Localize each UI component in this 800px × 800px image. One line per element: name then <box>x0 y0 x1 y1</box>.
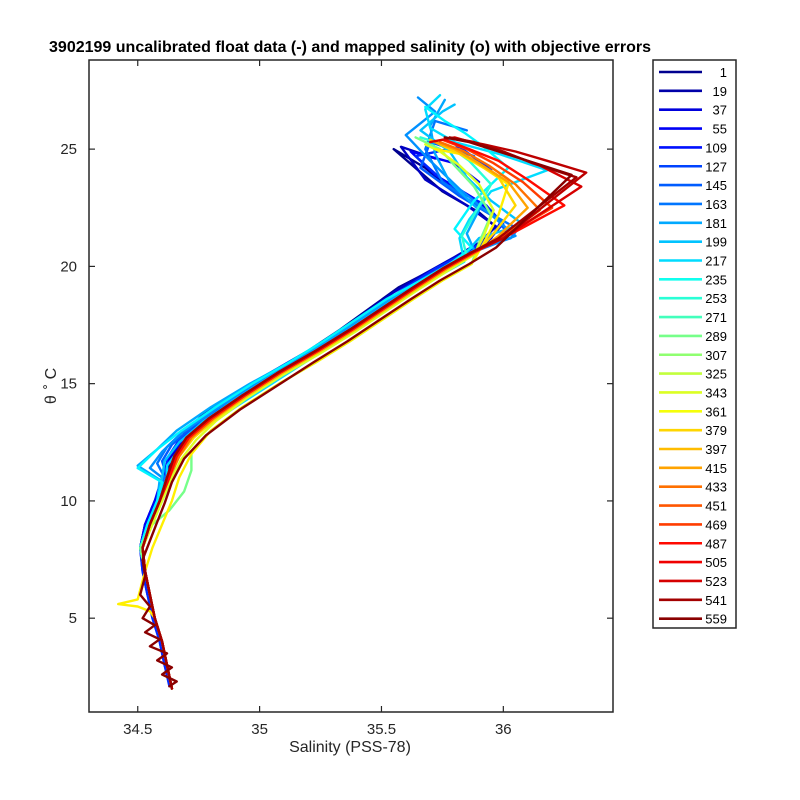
x-tick-label: 36 <box>495 721 512 738</box>
legend-label: 397 <box>705 442 727 457</box>
legend-label: 19 <box>713 84 727 99</box>
legend-label: 343 <box>705 385 727 400</box>
legend-label: 361 <box>705 404 727 419</box>
ticks-group: 34.5 35 35.5 36 5 10 15 20 25 <box>60 60 613 738</box>
series-line-559 <box>138 136 573 688</box>
legend-box <box>652 59 737 629</box>
series-line-541 <box>141 136 578 690</box>
series-group <box>116 93 588 690</box>
legend-label: 379 <box>705 423 727 438</box>
y-tick-label: 5 <box>69 610 77 627</box>
legend-label: 541 <box>705 593 727 608</box>
legend-label: 523 <box>705 574 727 589</box>
y-tick-label: 15 <box>60 376 77 393</box>
legend-label: 235 <box>705 272 727 287</box>
legend-label: 37 <box>713 103 727 118</box>
legend: 1 19 37 55 109 127 145 163 181 199 217 235 253 271 289… <box>652 59 737 629</box>
legend-label: 469 <box>705 517 727 532</box>
x-tick-label: 34.5 <box>123 721 152 738</box>
chart-title: 3902199 uncalibrated float data (-) and … <box>49 39 651 56</box>
legend-label: 415 <box>705 461 727 476</box>
plot-area <box>89 60 613 712</box>
legend-label: 487 <box>705 536 727 551</box>
plot-frame <box>88 59 614 713</box>
legend-items: 1 19 37 55 109 127 145 163 181 199 217 235 253 271 289… <box>659 65 727 627</box>
legend-label: 109 <box>705 140 727 155</box>
legend-label: 559 <box>705 612 727 627</box>
y-tick-label: 25 <box>60 141 77 158</box>
y-axis-label: θ ˚ C <box>43 368 60 404</box>
legend-label: 433 <box>705 480 727 495</box>
y-axis-symbol: θ <box>43 395 60 404</box>
x-axis-label: Salinity (PSS-78) <box>289 739 411 756</box>
y-tick-label: 20 <box>60 258 77 275</box>
legend-label: 163 <box>705 197 727 212</box>
legend-label: 145 <box>705 178 727 193</box>
legend-label: 271 <box>705 310 727 325</box>
legend-label: 181 <box>705 216 727 231</box>
legend-label: 1 <box>720 65 727 80</box>
legend-label: 289 <box>705 329 727 344</box>
legend-label: 451 <box>705 499 727 514</box>
x-tick-label: 35.5 <box>367 721 396 738</box>
legend-label: 127 <box>705 159 727 174</box>
legend-label: 307 <box>705 348 727 363</box>
legend-label: 505 <box>705 555 727 570</box>
legend-label: 325 <box>705 367 727 382</box>
y-tick-label: 10 <box>60 493 77 510</box>
legend-label: 199 <box>705 235 727 250</box>
legend-label: 253 <box>705 291 727 306</box>
y-axis-unit: ˚ C <box>43 368 60 389</box>
legend-label: 55 <box>713 122 727 137</box>
x-tick-label: 35 <box>251 721 268 738</box>
legend-label: 217 <box>705 254 727 269</box>
